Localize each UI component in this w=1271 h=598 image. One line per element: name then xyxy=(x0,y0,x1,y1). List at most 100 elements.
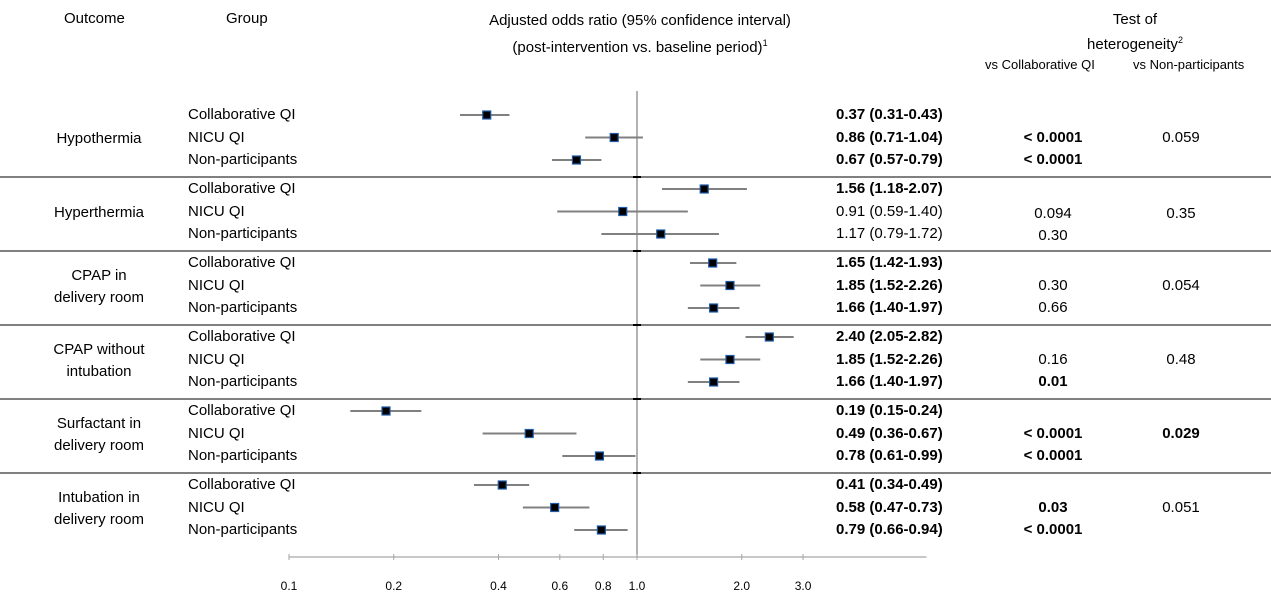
outcome-label-line: CPAP without xyxy=(53,340,145,358)
outcome-label: Surfactant in delivery room xyxy=(14,413,184,457)
odds-ratio-label: 2.40 (2.05-2.82) xyxy=(836,328,943,345)
x-tick-label: 0.6 xyxy=(551,579,569,593)
outcome-label: Intubation in delivery room xyxy=(14,487,184,531)
x-tick-label: 2.0 xyxy=(733,579,751,593)
header-vs-collab: vs Collaborative QI xyxy=(985,57,1095,72)
group-label: Non-participants xyxy=(188,373,298,390)
outcome-label-line: Intubation in xyxy=(58,488,140,506)
outcome-label: CPAP without intubation xyxy=(14,339,184,383)
odds-ratio-label: 0.19 (0.15-0.24) xyxy=(836,402,943,419)
group-label: Non-participants xyxy=(188,225,298,242)
pvalue-vs-collaborative: 0.16 xyxy=(1038,350,1068,368)
pvalue-vs-nonparticipants: 0.059 xyxy=(1162,128,1200,146)
group-label: NICU QI xyxy=(188,424,245,442)
outcome-label: Hyperthermia xyxy=(14,202,184,224)
point-estimate-marker xyxy=(594,451,605,461)
outcome-label-line: delivery room xyxy=(53,436,145,454)
odds-ratio-label: 1.85 (1.52-2.26) xyxy=(836,350,943,368)
x-tick-label: 3.0 xyxy=(794,579,812,593)
group-label: Collaborative QI xyxy=(188,328,296,345)
odds-ratio-label: 1.65 (1.42-1.93) xyxy=(836,254,943,271)
group-label: Collaborative QI xyxy=(188,106,296,123)
odds-ratio-label: 0.41 (0.34-0.49) xyxy=(836,476,943,493)
header-or-sup: 1 xyxy=(762,38,768,48)
pvalue-vs-nonparticipants: 0.35 xyxy=(1166,204,1196,222)
odds-ratio-label: 1.66 (1.40-1.97) xyxy=(836,299,943,316)
pvalue-vs-collaborative: 0.30 xyxy=(1038,276,1068,294)
point-estimate-marker xyxy=(571,155,582,165)
pvalue-vs-collaborative: 0.094 xyxy=(1034,204,1072,222)
point-estimate-marker xyxy=(524,428,534,439)
group-label: Non-participants xyxy=(188,447,298,464)
header-het-sup: 2 xyxy=(1177,35,1183,45)
odds-ratio-label: 0.79 (0.66-0.94) xyxy=(836,521,943,538)
header-group: Group xyxy=(226,10,268,27)
group-label: Collaborative QI xyxy=(188,402,296,419)
outcome-label-line: Hyperthermia xyxy=(53,203,145,221)
header-het-line2: heterogeneity xyxy=(1087,36,1178,53)
odds-ratio-label: 1.56 (1.18-2.07) xyxy=(836,180,943,197)
header-or-line1: Adjusted odds ratio (95% confidence inte… xyxy=(489,12,791,29)
point-estimate-marker xyxy=(656,229,666,239)
outcome-label-line: intubation xyxy=(66,362,132,380)
point-estimate-marker xyxy=(609,132,619,143)
odds-ratio-label: 0.91 (0.59-1.40) xyxy=(836,202,943,220)
header-vs-non: vs Non-participants xyxy=(1133,57,1245,72)
pvalue-vs-nonparticipants: 0.051 xyxy=(1162,498,1200,516)
group-label: NICU QI xyxy=(188,350,245,368)
header-or: Adjusted odds ratio (95% confidence inte… xyxy=(380,10,900,59)
point-estimate-marker xyxy=(708,377,719,387)
group-label: Collaborative QI xyxy=(188,254,296,271)
odds-ratio-label: 0.67 (0.57-0.79) xyxy=(836,151,943,168)
pvalue-vs-collaborative: 0.03 xyxy=(1038,498,1068,516)
point-estimate-marker xyxy=(618,206,628,217)
outcome-label-line: CPAP in xyxy=(71,266,127,284)
group-label: Non-participants xyxy=(188,151,298,168)
odds-ratio-label: 0.86 (0.71-1.04) xyxy=(836,128,943,146)
outcome-label: CPAP in delivery room xyxy=(14,265,184,309)
point-estimate-marker xyxy=(381,406,391,416)
group-label: Non-participants xyxy=(188,521,298,538)
pvalue-vs-collaborative: 0.01 xyxy=(1038,373,1068,390)
point-estimate-marker xyxy=(497,480,507,490)
odds-ratio-label: 0.58 (0.47-0.73) xyxy=(836,498,943,516)
odds-ratio-label: 1.17 (0.79-1.72) xyxy=(836,225,943,242)
pvalue-vs-collaborative: < 0.0001 xyxy=(1023,521,1083,538)
outcome-label-line: delivery room xyxy=(53,510,145,528)
odds-ratio-label: 0.78 (0.61-0.99) xyxy=(836,447,943,464)
pvalue-vs-collaborative: < 0.0001 xyxy=(1023,424,1083,442)
pvalue-vs-collaborative: < 0.0001 xyxy=(1023,151,1083,168)
point-estimate-marker xyxy=(764,332,774,342)
point-estimate-marker xyxy=(725,354,735,365)
point-estimate-marker xyxy=(482,110,492,120)
header-outcome: Outcome xyxy=(64,10,125,27)
group-label: NICU QI xyxy=(188,276,245,294)
outcome-label: Hypothermia xyxy=(14,128,184,150)
x-tick-label: 0.8 xyxy=(594,579,612,593)
group-label: NICU QI xyxy=(188,498,245,516)
x-tick-label: 0.1 xyxy=(280,579,298,593)
group-label: NICU QI xyxy=(188,128,245,146)
pvalue-vs-collaborative: 0.30 xyxy=(1038,227,1068,245)
point-estimate-marker xyxy=(596,525,606,535)
header-heterogeneity: Test of heterogeneity2 xyxy=(1060,10,1210,55)
odds-ratio-label: 0.37 (0.31-0.43) xyxy=(836,106,943,123)
group-label: NICU QI xyxy=(188,202,245,220)
pvalue-vs-collaborative: 0.66 xyxy=(1038,299,1068,316)
x-tick-label: 1.0 xyxy=(628,579,646,593)
header-or-line2: (post-intervention vs. baseline period) xyxy=(512,39,763,56)
odds-ratio-label: 1.85 (1.52-2.26) xyxy=(836,276,943,294)
group-label: Collaborative QI xyxy=(188,180,296,197)
x-tick-label: 0.2 xyxy=(385,579,403,593)
pvalue-vs-nonparticipants: 0.48 xyxy=(1166,350,1196,368)
point-estimate-marker xyxy=(708,258,718,268)
outcome-label-line: delivery room xyxy=(53,288,145,306)
pvalue-vs-collaborative: < 0.0001 xyxy=(1023,128,1083,146)
point-estimate-marker xyxy=(708,303,719,313)
pvalue-vs-nonparticipants: 0.054 xyxy=(1162,276,1200,294)
outcome-label-line: Hypothermia xyxy=(56,129,142,147)
odds-ratio-label: 0.49 (0.36-0.67) xyxy=(836,424,943,442)
pvalue-vs-nonparticipants: 0.029 xyxy=(1162,424,1200,442)
outcome-label-line: Surfactant in xyxy=(56,414,142,432)
